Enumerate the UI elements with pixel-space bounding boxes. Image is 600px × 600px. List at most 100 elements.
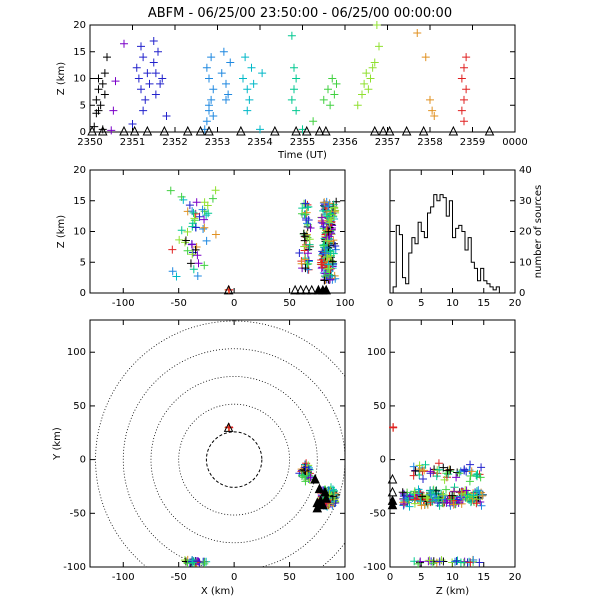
source-point bbox=[203, 201, 212, 210]
source-point bbox=[370, 58, 379, 67]
source-point bbox=[366, 74, 375, 83]
source-point bbox=[320, 276, 329, 285]
time-height-x-tick-label: 0000 bbox=[502, 137, 527, 148]
source-point bbox=[469, 555, 478, 564]
source-point bbox=[304, 256, 313, 265]
station-marker bbox=[310, 473, 320, 484]
station-marker bbox=[321, 493, 331, 503]
source-point bbox=[134, 74, 143, 83]
x-z-x-tick-label: 50 bbox=[283, 298, 296, 309]
station-marker bbox=[314, 483, 325, 494]
source-point bbox=[323, 236, 332, 245]
x-z-x-tick-label: 100 bbox=[335, 298, 354, 309]
source-point bbox=[474, 486, 483, 495]
source-point bbox=[456, 467, 465, 476]
source-point bbox=[207, 95, 216, 104]
time-height-x-tick-label: 2358 bbox=[417, 137, 442, 148]
station-marker bbox=[290, 284, 300, 295]
source-point bbox=[439, 490, 448, 499]
source-point bbox=[143, 69, 152, 78]
source-point bbox=[414, 559, 423, 568]
source-point bbox=[292, 106, 301, 115]
source-point bbox=[177, 226, 186, 235]
station-marker bbox=[484, 125, 495, 136]
source-point bbox=[405, 502, 414, 511]
source-point bbox=[410, 489, 419, 498]
source-point bbox=[199, 225, 208, 234]
time-height-y-tick-label: 0 bbox=[80, 127, 86, 138]
source-point bbox=[301, 264, 310, 273]
source-point bbox=[202, 236, 211, 245]
source-point bbox=[211, 230, 220, 239]
station-marker bbox=[129, 125, 140, 136]
source-point bbox=[309, 117, 318, 126]
source-point bbox=[320, 272, 329, 281]
source-point bbox=[466, 460, 475, 469]
z-y-frame bbox=[389, 319, 516, 568]
source-point bbox=[425, 556, 434, 565]
source-point bbox=[417, 501, 426, 510]
source-point bbox=[181, 236, 190, 245]
source-point bbox=[410, 499, 419, 508]
source-point bbox=[447, 495, 456, 504]
source-point bbox=[416, 497, 425, 506]
source-point bbox=[151, 69, 160, 78]
source-point bbox=[362, 69, 371, 78]
source-point bbox=[453, 556, 462, 565]
source-point bbox=[420, 466, 429, 475]
source-point bbox=[188, 250, 197, 259]
source-point bbox=[297, 209, 306, 218]
time-height-x-tick-label: 2353 bbox=[205, 137, 230, 148]
source-point bbox=[372, 21, 381, 29]
x-z-points bbox=[166, 186, 341, 295]
source-point bbox=[442, 485, 451, 494]
time-height-y-tick-label: 20 bbox=[73, 20, 86, 31]
time-height-x-tick-label: 2357 bbox=[375, 137, 400, 148]
histogram-x-tick-label: 5 bbox=[418, 298, 424, 309]
source-point bbox=[439, 463, 448, 472]
station-marker bbox=[378, 125, 389, 136]
source-point bbox=[189, 265, 198, 274]
source-point bbox=[364, 85, 373, 94]
source-point bbox=[330, 203, 339, 212]
source-point bbox=[437, 556, 446, 565]
z-y-xlabel: Z (km) bbox=[436, 586, 469, 597]
source-point bbox=[399, 492, 408, 501]
source-point bbox=[301, 210, 310, 219]
source-point bbox=[325, 218, 334, 227]
source-point bbox=[358, 90, 366, 99]
source-point bbox=[300, 242, 309, 251]
source-point bbox=[331, 241, 340, 250]
source-point bbox=[94, 106, 103, 115]
station-marker bbox=[119, 125, 129, 136]
source-point bbox=[331, 245, 340, 254]
source-point bbox=[375, 42, 383, 51]
z-y-y-tick-label: 100 bbox=[367, 347, 386, 358]
source-point bbox=[200, 207, 209, 216]
source-point bbox=[472, 487, 481, 496]
source-point bbox=[103, 53, 111, 62]
x-y-xlabel: X (km) bbox=[201, 586, 234, 597]
source-point bbox=[295, 249, 304, 258]
source-point bbox=[209, 111, 218, 120]
source-point bbox=[389, 423, 398, 432]
source-point bbox=[426, 95, 434, 104]
source-point bbox=[426, 490, 435, 499]
source-point bbox=[430, 111, 439, 120]
source-point bbox=[304, 215, 313, 224]
source-point bbox=[100, 90, 109, 99]
station-marker bbox=[314, 125, 325, 136]
range-ring bbox=[205, 431, 263, 488]
source-point bbox=[332, 79, 341, 88]
z-y-x-tick-label: 15 bbox=[477, 572, 490, 583]
source-point bbox=[442, 498, 451, 507]
source-point bbox=[428, 106, 437, 115]
source-point bbox=[243, 106, 252, 115]
source-point bbox=[202, 117, 211, 126]
source-point bbox=[303, 249, 312, 258]
source-point bbox=[222, 79, 230, 88]
x-y-x-tick-label: 50 bbox=[283, 572, 296, 583]
time-height-xlabel: Time (UT) bbox=[277, 150, 327, 161]
source-point bbox=[292, 74, 301, 83]
time-height-x-tick-label: 2351 bbox=[120, 137, 145, 148]
